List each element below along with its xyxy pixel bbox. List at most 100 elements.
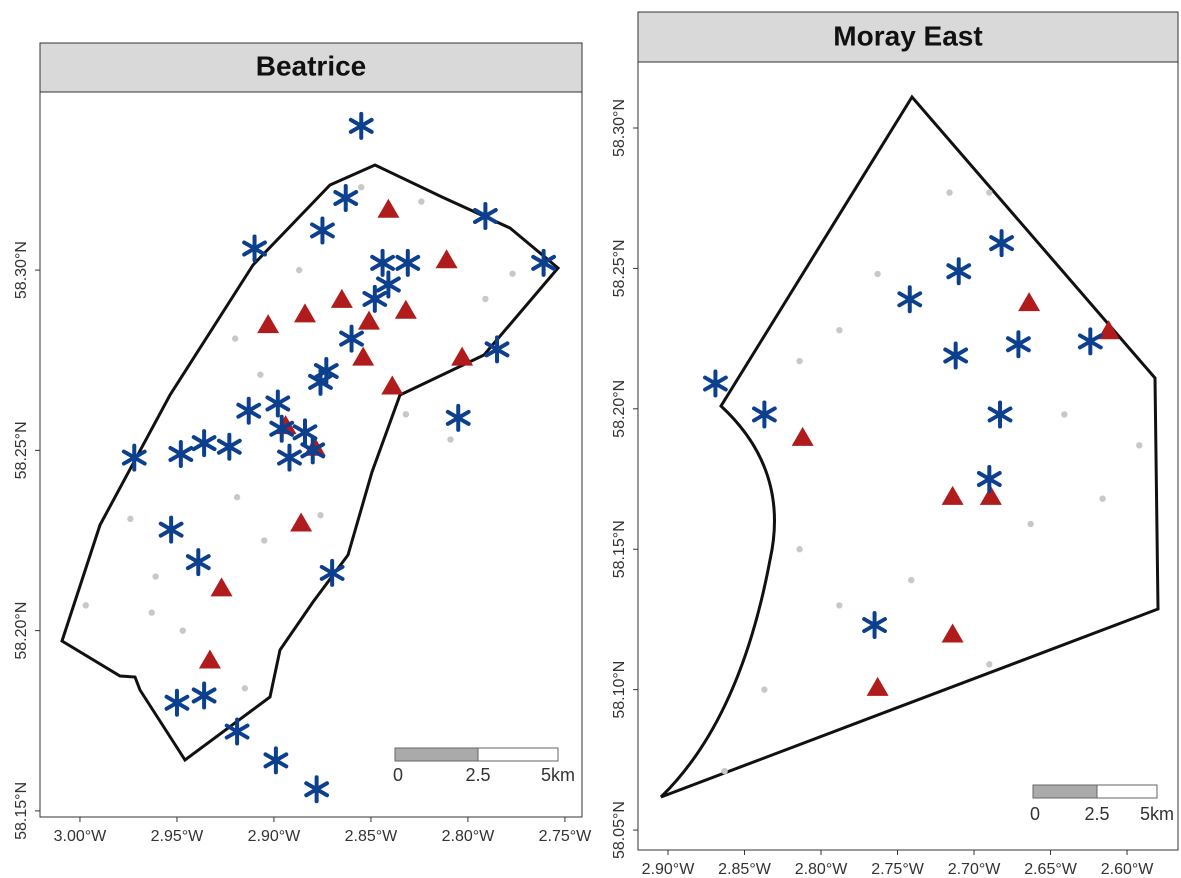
y-tick-label: 58.10°N [611,661,628,719]
triangle-marker [290,512,313,532]
star-marker [168,439,194,468]
turbine-dot [295,266,303,274]
turbine-dot [1027,520,1034,528]
turbine-dot [796,546,803,553]
star-marker [376,270,401,299]
triangle-marker [358,310,381,330]
star-marker [703,369,728,398]
triangle-marker [352,346,375,366]
y-tick-label: 58.05°N [611,801,628,859]
turbine-dot [179,627,186,634]
star-marker [304,775,330,804]
turbine-dot [874,270,881,278]
turbine-dot [233,494,241,501]
star-marker [310,216,335,245]
star-marker [242,234,267,263]
turbine-dot [721,767,728,775]
triangle-marker [377,198,400,218]
turbine-dot [261,537,268,544]
scale-bar-label: 0 [1030,804,1040,824]
star-marker [121,443,147,472]
star-marker [897,285,923,314]
star-marker [191,681,217,710]
star-marker [370,248,395,277]
triangle-marker [257,314,280,334]
turbine-dot [946,189,953,196]
star-marker [339,324,364,353]
marks [82,111,1143,804]
triangle-marker [941,623,964,643]
turbine-dot [908,576,915,584]
x-tick-label: 2.65°W [1024,861,1078,878]
turbine-dot [148,609,155,616]
y-tick-label: 58.20°N [13,602,30,660]
star-marker [191,429,217,458]
x-tick-label: 2.80°W [442,828,496,845]
turbine-dot [761,686,768,693]
star-marker [265,389,291,418]
star-marker [362,284,388,313]
scale-bar [394,747,479,762]
turbine-dot [358,183,365,191]
turbine-dot [986,189,993,196]
triangle-marker [394,299,417,319]
turbine-dot [1099,495,1106,502]
x-tick-label: 2.60°W [1101,861,1155,878]
star-marker [236,396,262,425]
turbine-dot [402,411,410,418]
triangle-marker [198,649,221,669]
star-marker [473,202,498,231]
star-marker [164,688,190,717]
x-tick-label: 2.70°W [948,861,1002,878]
site-boundary [659,94,1160,799]
panel-title: Moray East [833,20,982,51]
scale-bar-label: 0 [393,765,403,785]
triangle-marker [941,485,964,505]
star-marker [158,515,184,544]
panel-title: Beatrice [256,50,367,81]
site-boundary [60,163,561,763]
x-tick-label: 2.85°W [345,828,399,845]
star-marker [531,248,556,277]
star-marker [269,414,295,443]
turbine-dot [1136,442,1143,449]
turbine-dot [231,335,239,342]
x-tick-label: 2.90°W [642,861,696,878]
triangle-marker [1018,292,1041,312]
star-marker [484,335,510,364]
scale-bar [477,747,559,762]
star-marker [989,229,1014,258]
turbine-dot [241,685,249,692]
star-marker [946,257,972,286]
turbine-dot [418,198,425,205]
star-marker [862,611,887,640]
star-marker [943,341,969,370]
star-marker [277,443,302,472]
star-marker [185,548,211,577]
y-tick-label: 58.30°N [13,241,30,299]
x-tick-label: 2.75°W [539,828,593,845]
triangle-marker [381,375,404,395]
y-tick-label: 58.15°N [611,520,628,578]
turbine-dot [317,512,324,519]
triangle-marker [435,249,458,269]
star-marker [319,558,345,587]
scale-bar-label: 5km [541,765,575,785]
title-bar [39,42,583,93]
triangle-marker [451,346,474,366]
x-tick-label: 2.90°W [248,828,302,845]
x-tick-label: 2.75°W [871,861,925,878]
triangle-marker [866,676,889,696]
star-marker [445,403,471,432]
scale-bar [1032,784,1098,799]
turbine-dot [836,602,843,609]
y-tick-label: 58.25°N [611,239,628,297]
turbine-dot [836,326,843,334]
y-tick-label: 58.30°N [611,99,628,157]
x-tick-label: 2.85°W [718,861,772,878]
triangle-marker [210,577,233,597]
star-marker [333,183,359,212]
star-marker [987,400,1013,429]
star-marker [752,400,777,429]
